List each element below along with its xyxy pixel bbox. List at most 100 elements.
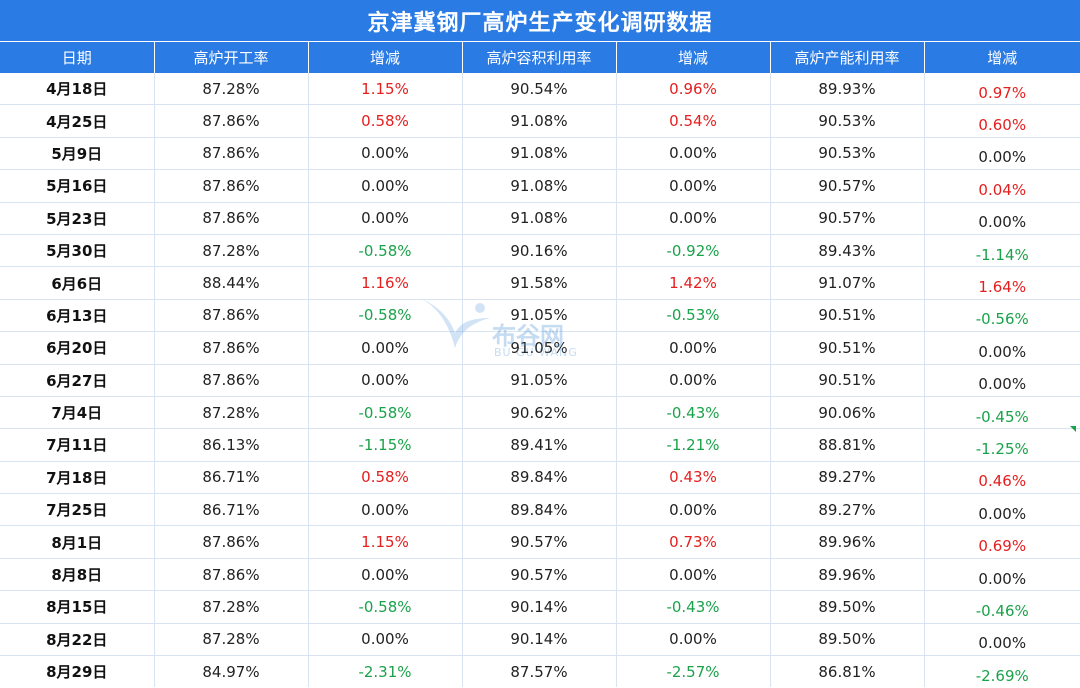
cell-change: 0.43%: [616, 461, 771, 495]
cell-change: -2.57%: [616, 655, 771, 688]
cell-change: 0.00%: [308, 558, 463, 592]
cell-bf-operating-rate: 87.86%: [154, 331, 309, 365]
cell-bf-operating-rate: 88.44%: [154, 266, 309, 300]
cell-date: 7月18日: [0, 461, 155, 495]
table-row: 7月25日 86.71% 0.00% 89.84% 0.00% 89.27% 0.00%: [0, 493, 1080, 527]
cell-bf-operating-rate: 87.86%: [154, 137, 309, 171]
cell-bf-capacity-utilization: 88.81%: [770, 428, 925, 462]
cell-bf-capacity-utilization: 89.27%: [770, 461, 925, 495]
table-row: 8月22日 87.28% 0.00% 90.14% 0.00% 89.50% 0.00%: [0, 623, 1080, 657]
cell-change: 0.58%: [308, 104, 463, 138]
cell-change: 0.00%: [616, 137, 771, 171]
cell-date: 6月13日: [0, 299, 155, 333]
cell-change: 0.00%: [616, 169, 771, 203]
cell-bf-operating-rate: 87.86%: [154, 558, 309, 592]
cell-change: 0.00%: [924, 493, 1080, 527]
table-row: 6月27日 87.86% 0.00% 91.05% 0.00% 90.51% 0.00%: [0, 364, 1080, 397]
cell-bf-volume-utilization: 91.58%: [462, 266, 617, 300]
table-row: 6月20日 87.86% 0.00% 91.05% 0.00% 90.51% 0.00%: [0, 331, 1080, 365]
cell-date: 8月1日: [0, 525, 155, 559]
cell-change: -0.53%: [616, 299, 771, 333]
cell-change: -0.58%: [308, 396, 463, 430]
cell-change: 0.69%: [924, 525, 1080, 559]
cell-change: 0.00%: [924, 558, 1080, 592]
cell-bf-capacity-utilization: 90.53%: [770, 137, 925, 171]
cell-change: -0.43%: [616, 396, 771, 430]
table-row: 7月18日 86.71% 0.58% 89.84% 0.43% 89.27% 0.46%: [0, 461, 1080, 495]
cell-bf-capacity-utilization: 89.96%: [770, 558, 925, 592]
table-row: 8月1日 87.86% 1.15% 90.57% 0.73% 89.96% 0.69%: [0, 525, 1080, 559]
cell-bf-operating-rate: 87.28%: [154, 396, 309, 430]
cell-bf-operating-rate: 84.97%: [154, 655, 309, 688]
cell-date: 5月16日: [0, 169, 155, 203]
cell-change: -0.43%: [616, 590, 771, 624]
table-row: 7月11日 86.13% -1.15% 89.41% -1.21% 88.81% -1.25…: [0, 428, 1080, 462]
cell-change: -0.92%: [616, 234, 771, 268]
cell-change: 0.00%: [924, 137, 1080, 171]
table-row: 5月30日 87.28% -0.58% 90.16% -0.92% 89.43% -1.14…: [0, 234, 1080, 268]
cell-bf-capacity-utilization: 89.93%: [770, 73, 925, 106]
cell-bf-operating-rate: 87.86%: [154, 299, 309, 333]
cell-bf-volume-utilization: 91.05%: [462, 364, 617, 397]
cell-bf-capacity-utilization: 90.51%: [770, 299, 925, 333]
cell-change: -0.45%: [924, 396, 1080, 430]
table-row: 8月15日 87.28% -0.58% 90.14% -0.43% 89.50% -0.46…: [0, 590, 1080, 624]
cell-change: 0.00%: [616, 623, 771, 657]
table-header-row: 日期 高炉开工率 增减 高炉容积利用率 增减 高炉产能利用率 增减: [0, 42, 1080, 73]
cell-date: 6月27日: [0, 364, 155, 397]
cell-change: -2.69%: [975, 666, 1029, 685]
cell-date: 6月6日: [0, 266, 155, 300]
cell-change: 0.96%: [616, 73, 771, 106]
cell-bf-volume-utilization: 91.08%: [462, 169, 617, 203]
cell-bf-volume-utilization: 89.84%: [462, 461, 617, 495]
header-bf-volume-utilization: 高炉容积利用率: [462, 42, 617, 73]
cell-date: 5月23日: [0, 202, 155, 235]
cell-change: 1.64%: [924, 266, 1080, 300]
cell-bf-operating-rate: 87.86%: [154, 525, 309, 559]
cell-bf-capacity-utilization: 90.57%: [770, 202, 925, 235]
cell-bf-volume-utilization: 90.62%: [462, 396, 617, 430]
cell-change: 0.73%: [616, 525, 771, 559]
cell-bf-capacity-utilization: 86.81%: [770, 655, 925, 688]
cell-change: 0.00%: [616, 493, 771, 527]
cell-bf-operating-rate: 86.71%: [154, 493, 309, 527]
cell-bf-volume-utilization: 90.57%: [462, 558, 617, 592]
cell-bf-volume-utilization: 90.14%: [462, 623, 617, 657]
cell-bf-capacity-utilization: 89.50%: [770, 623, 925, 657]
cell-bf-operating-rate: 86.13%: [154, 428, 309, 462]
cell-change: 0.00%: [924, 331, 1080, 365]
table-row: 8月8日 87.86% 0.00% 90.57% 0.00% 89.96% 0.00%: [0, 558, 1080, 592]
cell-bf-volume-utilization: 91.08%: [462, 137, 617, 171]
cell-change: -0.56%: [924, 299, 1080, 333]
cell-change: -1.14%: [924, 234, 1080, 268]
cell-change: 0.00%: [616, 202, 771, 235]
table-row: 4月18日 87.28% 1.15% 90.54% 0.96% 89.93% 0.97%: [0, 73, 1080, 106]
table-row: 7月4日 87.28% -0.58% 90.62% -0.43% 90.06% -0.45%: [0, 396, 1080, 430]
cell-date: 8月22日: [0, 623, 155, 657]
cell-bf-operating-rate: 87.86%: [154, 169, 309, 203]
table-row: 8月29日 84.97% -2.31% 87.57% -2.57% 86.81% -2.69…: [0, 655, 1080, 688]
cell-bf-operating-rate: 87.28%: [154, 623, 309, 657]
cell-date: 7月4日: [0, 396, 155, 430]
cell-bf-volume-utilization: 89.41%: [462, 428, 617, 462]
cell-change: -1.25%: [924, 428, 1080, 462]
header-bf-operating-rate: 高炉开工率: [154, 42, 309, 73]
cell-change: 0.00%: [924, 202, 1080, 235]
cell-change: 0.00%: [616, 331, 771, 365]
cell-bf-volume-utilization: 89.84%: [462, 493, 617, 527]
header-change: 增减: [924, 42, 1080, 73]
table-row: 6月13日 87.86% -0.58% 91.05% -0.53% 90.51% -0.56…: [0, 299, 1080, 333]
cell-bf-volume-utilization: 90.54%: [462, 73, 617, 106]
cell-bf-capacity-utilization: 89.96%: [770, 525, 925, 559]
cell-date: 8月29日: [0, 655, 155, 688]
cell-change: 0.97%: [924, 73, 1080, 106]
cell-change: 1.16%: [308, 266, 463, 300]
page-title: 京津冀钢厂高炉生产变化调研数据: [0, 0, 1080, 42]
cell-bf-operating-rate: 87.28%: [154, 590, 309, 624]
cell-date: 5月30日: [0, 234, 155, 268]
cell-change: 0.54%: [616, 104, 771, 138]
cell-change: -0.58%: [308, 590, 463, 624]
cell-bf-capacity-utilization: 90.51%: [770, 331, 925, 365]
cell-bf-operating-rate: 86.71%: [154, 461, 309, 495]
